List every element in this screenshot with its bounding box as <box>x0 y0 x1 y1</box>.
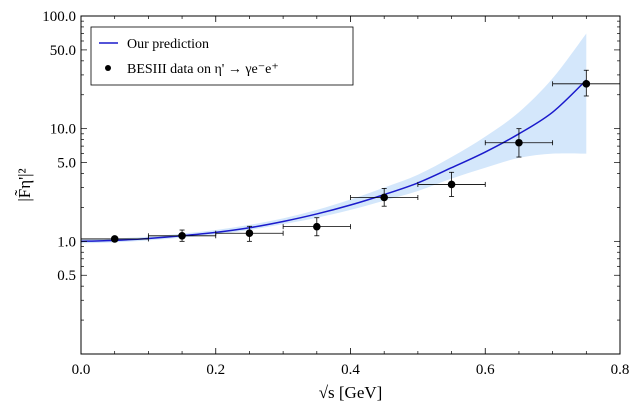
legend-label-data: BESIII data on η' → γe⁻e⁺ <box>127 62 279 77</box>
x-tick-label: 0.4 <box>341 362 360 378</box>
x-tick-label: 0.8 <box>611 362 630 378</box>
y-tick-label: 5.0 <box>57 156 76 172</box>
data-point-group <box>350 188 419 207</box>
y-tick-label: 1.0 <box>57 234 76 250</box>
data-point-group <box>215 225 284 242</box>
legend-label-prediction: Our prediction <box>127 37 209 52</box>
data-point <box>447 180 456 189</box>
y-tick-label: 0.5 <box>57 268 76 284</box>
tick-labels-layer: 0.0 0.2 0.4 0.6 0.8 0.5 1.0 5.0 10.0 50.0 100.0 <box>42 9 629 378</box>
x-tick-label: 0.0 <box>72 362 91 378</box>
data-point <box>313 222 321 231</box>
prediction-curve <box>80 79 587 243</box>
prediction-curve-layer <box>80 79 587 243</box>
legend-box <box>90 26 354 86</box>
data-point <box>582 80 591 88</box>
prediction-band-layer <box>81 33 587 244</box>
data-point <box>380 193 388 202</box>
data-point <box>178 231 186 240</box>
data-point-group <box>80 235 149 243</box>
data-point-group <box>484 128 554 158</box>
data-point-group <box>417 171 486 197</box>
data-point <box>245 229 254 238</box>
x-tick-label: 0.2 <box>206 362 225 378</box>
data-point <box>110 235 119 243</box>
y-tick-label: 10.0 <box>50 122 76 138</box>
y-axis-title: |F̃η'|² <box>15 168 34 201</box>
data-point <box>515 138 523 147</box>
data-point-group <box>282 217 351 237</box>
legend: Our prediction BESIII data on η' → γe⁻e⁺ <box>90 26 354 86</box>
x-tick-label: 0.6 <box>476 362 495 378</box>
legend-point-swatch <box>105 65 111 71</box>
axis-ticks-layer <box>80 16 621 355</box>
prediction-uncertainty-band <box>81 33 587 244</box>
x-axis-title: √s [GeV] <box>319 383 383 402</box>
y-tick-label: 100.0 <box>42 9 76 25</box>
y-tick-label: 50.0 <box>50 43 76 59</box>
data-points-layer <box>80 69 621 243</box>
